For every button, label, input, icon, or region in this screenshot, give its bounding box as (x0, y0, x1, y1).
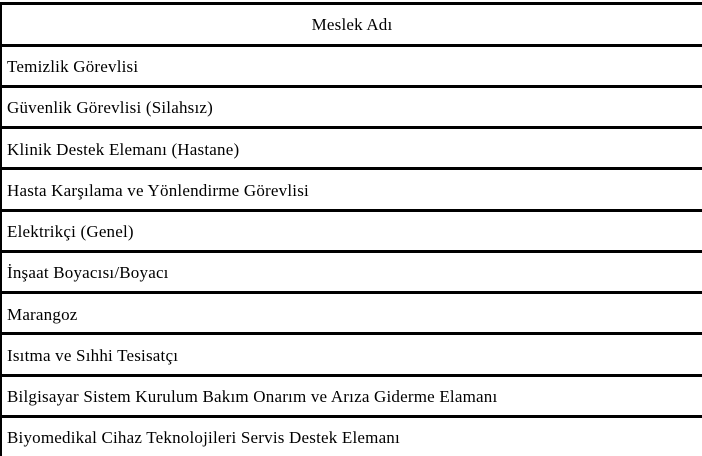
profession-name: Klinik Destek Elemanı (Hastane) (7, 139, 240, 159)
table-row: Temizlik Görevlisi (2, 43, 702, 85)
table-header-label: Meslek Adı (311, 14, 393, 34)
profession-name: Hasta Karşılama ve Yönlendirme Görevlisi (7, 180, 309, 200)
profession-name: Temizlik Görevlisi (7, 57, 139, 77)
table-row: Güvenlik Görevlisi (Silahsız) (2, 84, 702, 126)
profession-name: Marangoz (7, 304, 78, 324)
profession-name: Biyomedikal Cihaz Teknolojileri Servis D… (7, 428, 400, 448)
profession-name: Bilgisayar Sistem Kurulum Bakım Onarım v… (7, 387, 498, 407)
profession-name: Güvenlik Görevlisi (Silahsız) (7, 98, 213, 118)
table-row: Klinik Destek Elemanı (Hastane) (2, 126, 702, 167)
table-row: Elektrikçi (Genel) (2, 208, 702, 250)
table-row: Marangoz (2, 291, 702, 332)
table-row: İnşaat Boyacısı/Boyacı (2, 249, 702, 291)
table-row: Bilgisayar Sistem Kurulum Bakım Onarım v… (2, 373, 702, 415)
table-header-row: Meslek Adı (2, 2, 702, 44)
table-row: Hasta Karşılama ve Yönlendirme Görevlisi (2, 167, 702, 208)
table-row: Biyomedikal Cihaz Teknolojileri Servis D… (2, 414, 702, 456)
table-row: Isıtma ve Sıhhi Tesisatçı (2, 332, 702, 373)
profession-name: İnşaat Boyacısı/Boyacı (7, 263, 169, 283)
profession-name: Elektrikçi (Genel) (7, 222, 134, 242)
profession-name: Isıtma ve Sıhhi Tesisatçı (7, 345, 179, 365)
